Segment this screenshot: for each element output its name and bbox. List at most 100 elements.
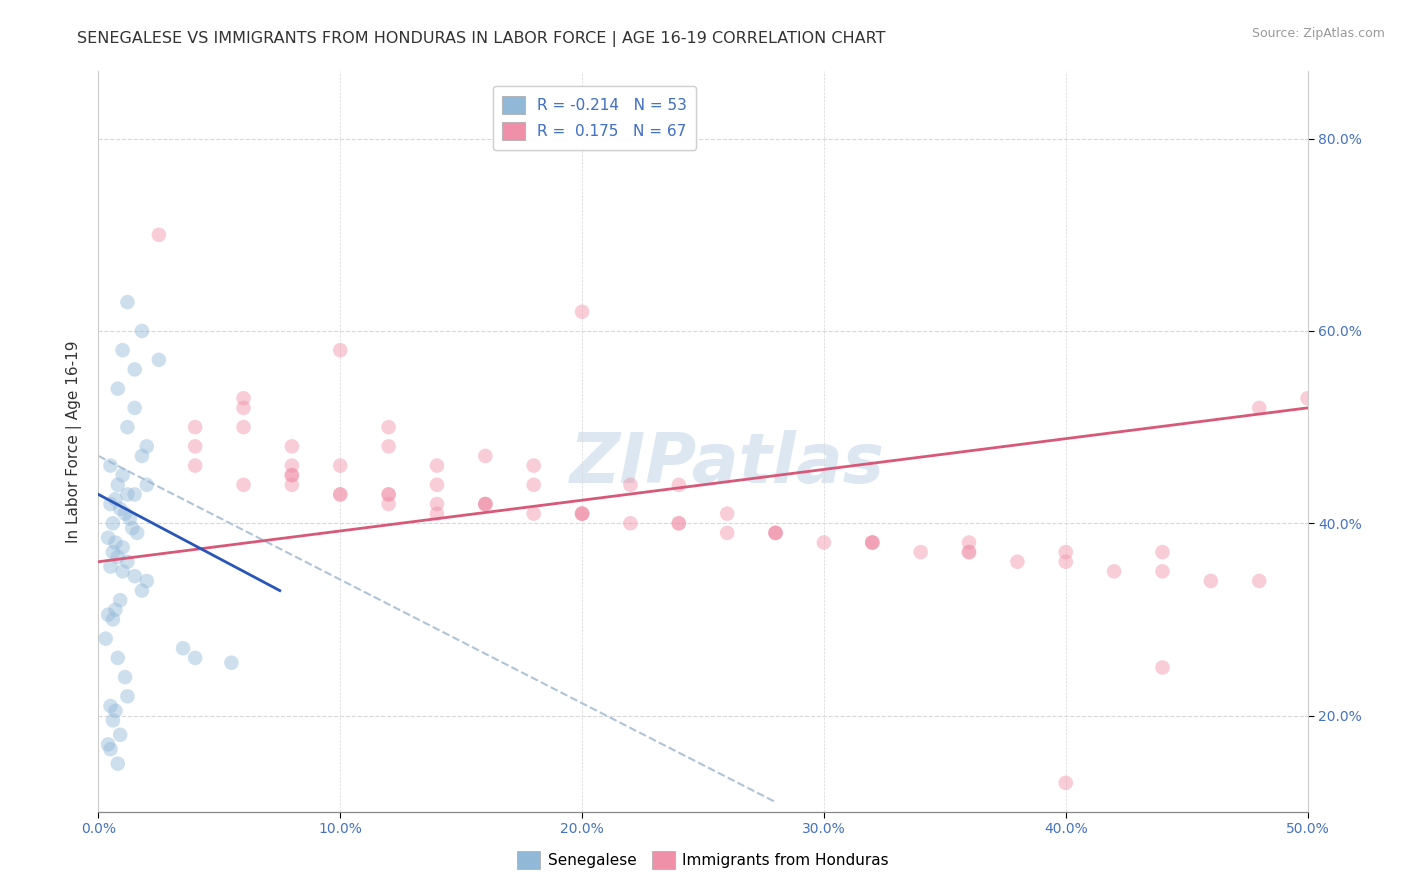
Y-axis label: In Labor Force | Age 16-19: In Labor Force | Age 16-19 [66,340,83,543]
Point [377,497,399,511]
Point [426,497,449,511]
Legend: Senegalese, Immigrants from Honduras: Senegalese, Immigrants from Honduras [510,845,896,875]
Point [117,420,139,434]
Point [114,507,136,521]
Point [619,516,641,531]
Point [135,439,157,453]
Point [117,295,139,310]
Point [668,516,690,531]
Point [104,535,127,549]
Point [232,420,254,434]
Point [860,535,883,549]
Point [104,492,127,507]
Point [1054,555,1077,569]
Point [100,458,122,473]
Point [131,449,153,463]
Point [957,535,980,549]
Point [716,525,738,540]
Point [127,525,149,540]
Point [619,478,641,492]
Point [957,545,980,559]
Point [716,507,738,521]
Point [101,612,124,626]
Point [281,458,304,473]
Point [100,497,122,511]
Point [329,487,352,501]
Point [100,698,122,713]
Point [104,603,127,617]
Point [474,497,496,511]
Point [184,420,207,434]
Point [1296,391,1319,405]
Point [1007,555,1029,569]
Point [377,487,399,501]
Point [117,690,139,704]
Point [117,555,139,569]
Point [571,304,593,318]
Point [668,478,690,492]
Point [281,439,304,453]
Point [135,574,157,588]
Point [474,497,496,511]
Point [101,714,124,728]
Point [111,565,134,579]
Point [111,541,134,555]
Point [281,468,304,483]
Point [232,401,254,415]
Point [232,478,254,492]
Point [124,362,146,376]
Point [107,478,129,492]
Point [957,545,980,559]
Point [813,535,835,549]
Point [329,487,352,501]
Point [1054,545,1077,559]
Point [124,569,146,583]
Point [97,607,120,622]
Point [571,507,593,521]
Point [377,420,399,434]
Point [101,516,124,531]
Point [668,516,690,531]
Point [107,549,129,564]
Point [184,458,207,473]
Point [765,525,787,540]
Point [148,352,170,367]
Point [184,439,207,453]
Point [114,670,136,684]
Point [1199,574,1222,588]
Point [1152,660,1174,674]
Point [107,382,129,396]
Point [1152,545,1174,559]
Point [94,632,117,646]
Point [281,468,304,483]
Point [1249,574,1271,588]
Point [184,651,207,665]
Point [426,458,449,473]
Point [1249,401,1271,415]
Point [860,535,883,549]
Point [860,535,883,549]
Point [221,656,243,670]
Point [426,478,449,492]
Point [910,545,932,559]
Point [329,458,352,473]
Point [135,478,157,492]
Point [571,507,593,521]
Point [97,531,120,545]
Point [111,468,134,483]
Point [474,497,496,511]
Point [329,343,352,358]
Point [281,478,304,492]
Legend: R = -0.214   N = 53, R =  0.175   N = 67: R = -0.214 N = 53, R = 0.175 N = 67 [492,87,696,150]
Point [131,324,153,338]
Point [107,651,129,665]
Point [1102,565,1125,579]
Point [474,449,496,463]
Point [232,391,254,405]
Point [108,728,131,742]
Point [97,738,120,752]
Text: ZIPatlas: ZIPatlas [569,430,884,497]
Point [121,521,143,535]
Point [377,439,399,453]
Text: Source: ZipAtlas.com: Source: ZipAtlas.com [1251,27,1385,40]
